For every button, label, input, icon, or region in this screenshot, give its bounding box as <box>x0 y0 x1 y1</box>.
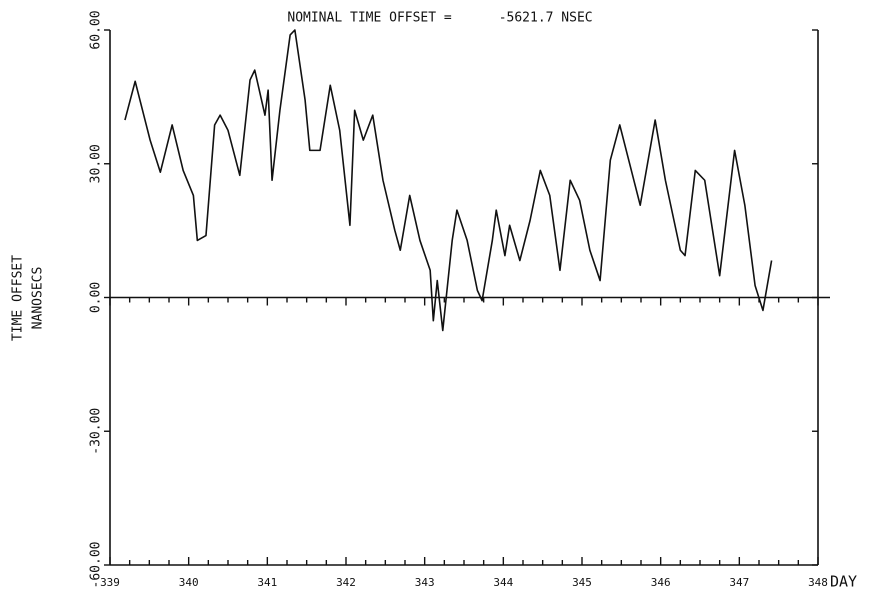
x-tick-label: 344 <box>493 576 513 589</box>
y-tick-label: 60.00 <box>89 10 104 49</box>
x-tick-label: 348 <box>808 576 828 589</box>
y-tick-label: -60.00 <box>89 542 104 589</box>
data-line <box>124 29 773 332</box>
x-tick-label: 347 <box>729 576 749 589</box>
y-tick-label: 30.00 <box>89 144 104 183</box>
x-tick-label: 339 <box>100 576 120 589</box>
x-tick-label: 346 <box>651 576 671 589</box>
y-tick-label: 0.00 <box>89 282 104 313</box>
y-axis-label: NANOSECS <box>31 267 46 330</box>
x-tick-label: 340 <box>179 576 199 589</box>
x-tick-label: 343 <box>415 576 435 589</box>
x-tick-label: 345 <box>572 576 592 589</box>
x-axis-label: DAY <box>830 573 857 591</box>
x-tick-label: 342 <box>336 576 356 589</box>
y-tick-label: -30.00 <box>89 408 104 455</box>
chart-title: NOMINAL TIME OFFSET = -5621.7 NSEC <box>287 11 592 26</box>
y-axis-label: TIME OFFSET <box>11 255 26 341</box>
x-tick-label: 341 <box>257 576 277 589</box>
